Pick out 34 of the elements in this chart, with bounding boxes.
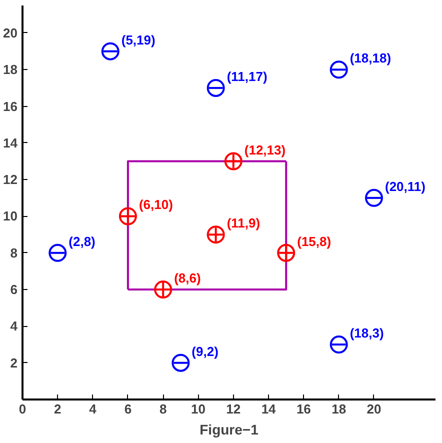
- y-tick-label: 4: [10, 318, 18, 334]
- annotation: (20,11): [384, 178, 426, 194]
- annotation: (9,2): [192, 344, 218, 359]
- y-tick-label: 16: [3, 98, 18, 114]
- annotation: (8,6): [174, 270, 201, 286]
- y-tick-label: 18: [3, 62, 18, 78]
- x-tick-label: 12: [226, 402, 241, 416]
- x-tick-label: 8: [159, 402, 167, 416]
- annotation: (11,17): [226, 68, 268, 84]
- annotation: (5,19): [121, 32, 156, 48]
- x-axis-title: Figure−1: [200, 422, 259, 438]
- y-tick-label: 2: [10, 355, 18, 370]
- x-tick-label: 18: [332, 402, 346, 416]
- x-tick-label: 16: [296, 402, 311, 416]
- x-tick-label: 10: [191, 402, 206, 416]
- x-tick-label: 2: [54, 402, 62, 416]
- annotation: (11,9): [226, 216, 260, 231]
- y-tick-label: 8: [10, 245, 18, 260]
- annotation: (6,10): [138, 197, 173, 212]
- annotation: (15,8): [297, 234, 332, 249]
- y-tick-label: 10: [3, 208, 18, 224]
- y-tick-label: 6: [10, 282, 18, 298]
- x-tick-label: 20: [366, 402, 382, 416]
- annotation: (12,13): [244, 142, 286, 158]
- x-tick-label: 0: [18, 402, 26, 416]
- x-tick-label: 14: [261, 402, 277, 416]
- x-tick-label: 4: [89, 402, 98, 416]
- annotation: (2,8): [68, 234, 96, 249]
- x-tick-label: 6: [124, 402, 132, 416]
- y-tick-label: 14: [3, 135, 18, 150]
- y-tick-label: 12: [3, 172, 18, 188]
- annotation: (18,18): [350, 50, 392, 66]
- annotation: (18,3): [350, 326, 384, 341]
- y-tick-label: 20: [3, 25, 18, 40]
